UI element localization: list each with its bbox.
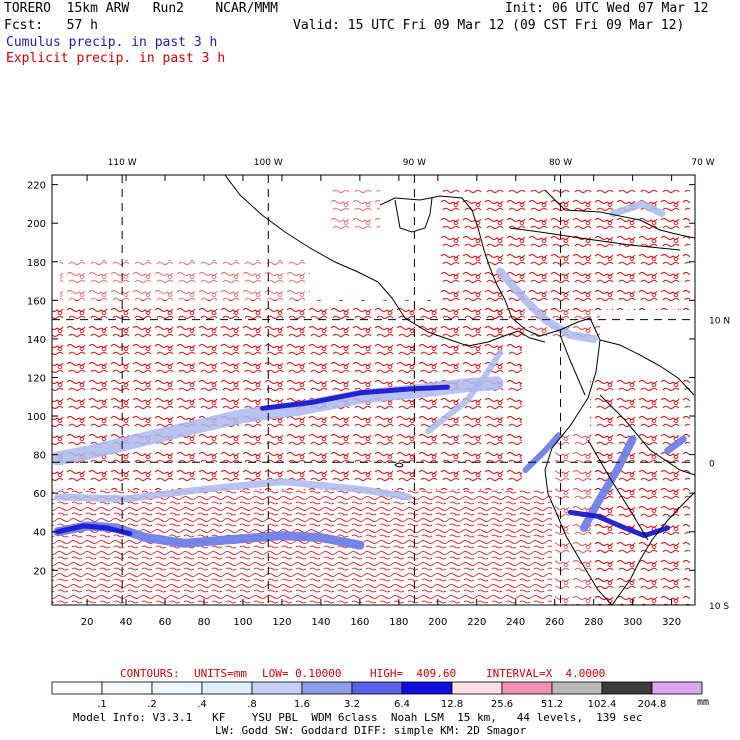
y-tick-label-100: 100 (27, 412, 46, 423)
coastlines (224, 175, 695, 605)
init-time: Init: 06 UTC Wed 07 Mar 12 (505, 1, 709, 16)
valid-time: Valid: 15 UTC Fri 09 Mar 12 (09 CST Fri … (293, 18, 685, 33)
lon-label-1: 100 W (254, 158, 283, 168)
contours-low: LOW= 0.10000 (262, 667, 342, 680)
lat-label-0: 10 N (709, 317, 730, 327)
lon-label-0: 110 W (108, 158, 137, 168)
cumulus-band-5 (425, 349, 504, 435)
colorbar-label-6: 6.4 (394, 699, 410, 710)
contours-high: HIGH= 409.60 (370, 667, 457, 680)
longitude-labels: 110 W 100 W 90 W 80 W 70 W (108, 158, 715, 168)
y-tick-label-180: 180 (27, 258, 46, 269)
x-axis: 20 40 60 80 100 120 140 160 180 200 220 240 260 280 30… (81, 175, 681, 628)
x-tick-label-240: 240 (506, 617, 525, 628)
y-tick-label-200: 200 (27, 219, 46, 230)
x-tick-label-120: 120 (272, 617, 291, 628)
colorbar-swatch-9 (501, 681, 553, 695)
latitude-labels: 10 N 0 10 S (709, 317, 730, 612)
x-tick-label-300: 300 (623, 617, 642, 628)
cumulus-band-6 (522, 432, 562, 473)
colorbar-label-11: 204.8 (638, 699, 667, 710)
x-tick-label-200: 200 (428, 617, 447, 628)
legend-explicit: Explicit precip. in past 3 h (6, 51, 226, 66)
x-tick-label-260: 260 (545, 617, 564, 628)
colorbar-swatch-12 (651, 681, 703, 695)
x-tick-label-100: 100 (233, 617, 252, 628)
colorbar-unit: mm (697, 697, 710, 708)
contours-label: CONTOURS: (120, 667, 180, 680)
contours-units: UNITS=mm (194, 667, 247, 680)
colorbar-swatch-2 (151, 681, 203, 695)
colorbar-label-3: .8 (247, 699, 257, 710)
lat-label-2: 10 S (709, 602, 729, 612)
x-tick-label-320: 320 (662, 617, 681, 628)
model-info: Model Info: V3.3.1 KF YSU PBL WDM 6class… (73, 711, 643, 724)
colorbar-swatch-10 (551, 681, 603, 695)
lon-label-2: 90 W (403, 158, 426, 168)
colorbar-swatch-8 (451, 681, 503, 695)
colorbar-label-5: 3.2 (344, 699, 360, 710)
y-tick-label-20: 20 (33, 566, 46, 577)
colorbar-label-10: 102.4 (588, 699, 617, 710)
colorbar-swatch-7 (401, 681, 453, 695)
x-tick-label-160: 160 (350, 617, 369, 628)
colorbar-swatch-6 (351, 681, 403, 695)
colorbar-swatch-0 (51, 681, 103, 695)
x-tick-label-280: 280 (584, 617, 603, 628)
colorbar-label-4: 1.6 (294, 699, 310, 710)
colorbar-label-0: .1 (97, 699, 107, 710)
contours-interval: INTERVAL=X 4.0000 (486, 667, 606, 680)
y-tick-label-120: 120 (27, 373, 46, 384)
y-tick-label-140: 140 (27, 335, 46, 346)
y-tick-label-80: 80 (33, 451, 46, 462)
x-tick-label-40: 40 (120, 617, 133, 628)
colorbar-swatch-11 (601, 681, 653, 695)
x-tick-label-80: 80 (198, 617, 211, 628)
colorbar-swatch-4 (251, 681, 303, 695)
y-tick-label-40: 40 (33, 528, 46, 539)
legend-cumulus: Cumulus precip. in past 3 h (6, 35, 218, 50)
lat-label-1: 0 (709, 459, 715, 469)
colorbar-label-2: .4 (197, 699, 207, 710)
x-tick-label-140: 140 (311, 617, 330, 628)
y-tick-label-160: 160 (27, 296, 46, 307)
colorbar-label-8: 25.6 (491, 699, 513, 710)
cumulus-band-4 (54, 478, 413, 503)
lon-label-3: 80 W (549, 158, 572, 168)
lat-lon-grid (52, 175, 695, 605)
forecast-hour: Fcst: 57 h (4, 18, 98, 33)
lon-label-4: 70 W (691, 158, 714, 168)
colorbar-swatch-5 (301, 681, 353, 695)
plot-frame (51, 174, 696, 606)
x-tick-label-220: 220 (467, 617, 486, 628)
colorbar-label-1: .2 (147, 699, 157, 710)
y-axis: 20 40 60 80 100 120 140 160 180 200 220 (27, 181, 695, 577)
colorbar-label-7: 12.8 (441, 699, 463, 710)
cumulus-band-3 (259, 384, 450, 411)
x-tick-label-60: 60 (159, 617, 172, 628)
x-tick-label-20: 20 (81, 617, 94, 628)
y-tick-label-60: 60 (33, 489, 46, 500)
colorbar: .1 .2 .4 .8 1.6 3.2 6.4 12.8 25.6 51.2 102.4 204.8 (51, 681, 703, 710)
cumulus-band-1 (55, 523, 133, 537)
model-title: TORERO 15km ARW Run2 NCAR/MMM (4, 1, 278, 16)
x-tick-label-180: 180 (389, 617, 408, 628)
colorbar-swatch-1 (101, 681, 153, 695)
colorbar-label-9: 51.2 (541, 699, 563, 710)
y-tick-label-220: 220 (27, 181, 46, 192)
cumulus-band-10 (609, 200, 666, 218)
physics-info: LW: Godd SW: Goddard DIFF: simple KM: 2D… (215, 724, 527, 737)
cumulus-band-11 (664, 435, 687, 455)
cumulus-band-8 (567, 509, 671, 539)
colorbar-swatch-3 (201, 681, 253, 695)
